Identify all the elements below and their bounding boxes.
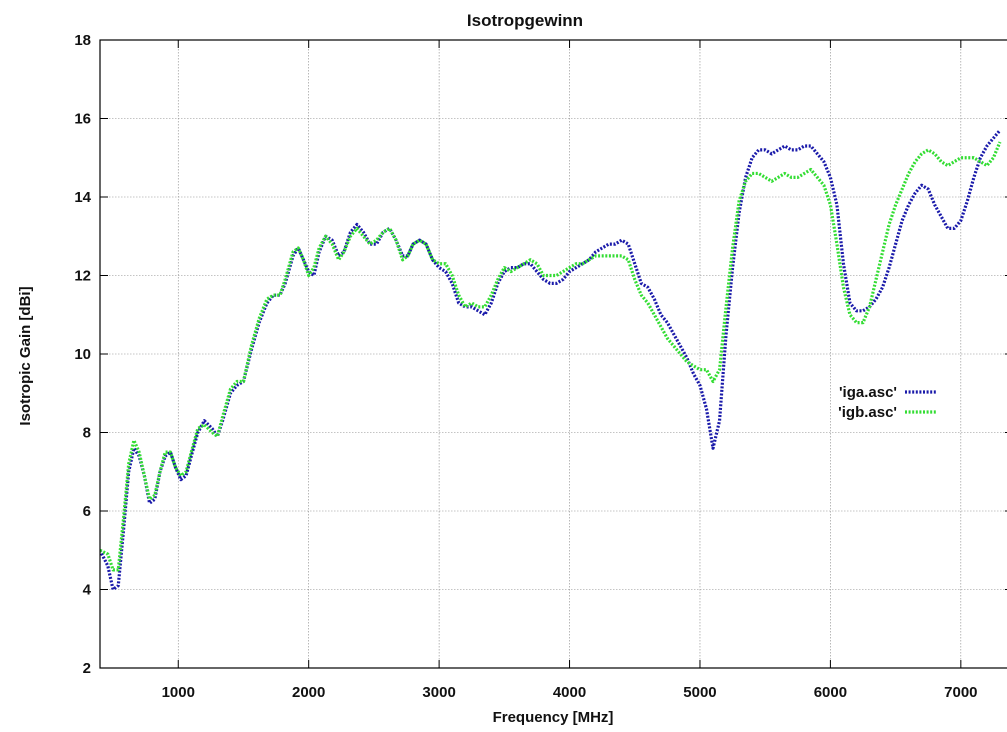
x-tick-label: 1000 xyxy=(162,684,195,701)
y-axis-title: Isotropic Gain [dBi] xyxy=(17,286,34,425)
x-tick-label: 6000 xyxy=(814,684,847,701)
y-tick-label: 12 xyxy=(74,268,91,285)
x-tick-label: 4000 xyxy=(553,684,586,701)
y-tick-label: 6 xyxy=(83,503,91,520)
y-tick-label: 8 xyxy=(83,425,91,442)
x-tick-label: 7000 xyxy=(944,684,977,701)
y-tick-label: 16 xyxy=(74,111,91,128)
x-tick-label: 5000 xyxy=(683,684,716,701)
series-group xyxy=(100,129,1002,592)
y-tick-label: 2 xyxy=(83,660,91,677)
x-tick-label: 2000 xyxy=(292,684,325,701)
y-tick-label: 10 xyxy=(74,346,91,363)
y-tick-label: 18 xyxy=(74,32,91,49)
legend-label: 'iga.asc' xyxy=(839,384,897,401)
legend-label: 'igb.asc' xyxy=(838,404,897,421)
x-tick-label: 3000 xyxy=(422,684,455,701)
grid xyxy=(100,40,1007,668)
chart-title: Isotropgewinn xyxy=(467,11,583,30)
y-tick-label: 14 xyxy=(74,189,91,206)
y-tick-label: 4 xyxy=(83,582,92,599)
legend: 'iga.asc' 'igb.asc' xyxy=(838,384,936,421)
x-axis-title: Frequency [MHz] xyxy=(493,709,614,726)
axis-ticks: 1000 2000 3000 4000 5000 6000 7000 2 4 6 8 10 12 14 16… xyxy=(74,32,1007,701)
series-line-igb xyxy=(100,141,1002,572)
series-line-iga xyxy=(100,129,1002,592)
